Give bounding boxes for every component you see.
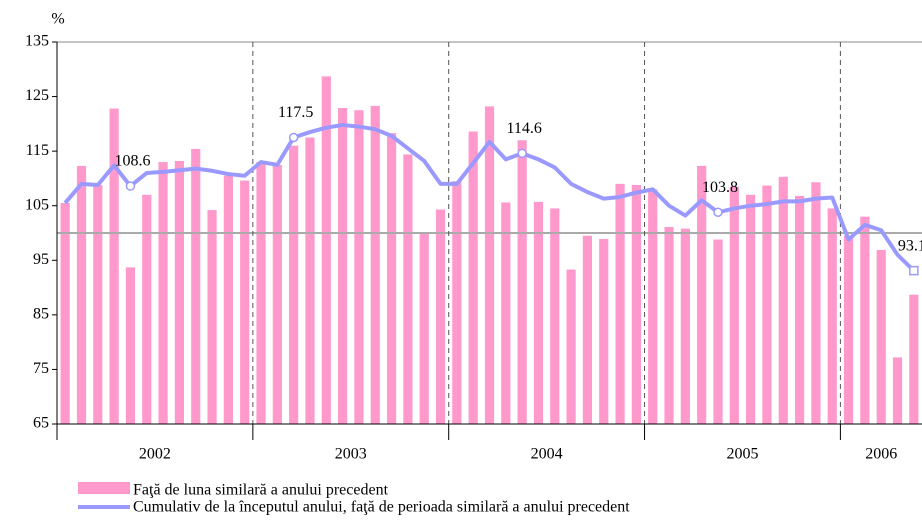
bar	[680, 228, 690, 424]
bar	[827, 208, 837, 424]
bar	[909, 294, 919, 424]
line-marker	[517, 148, 527, 159]
bar	[305, 137, 315, 424]
bar	[403, 154, 413, 424]
line-marker	[288, 132, 299, 143]
line-marker	[125, 181, 136, 191]
x-group-label: 2003	[335, 446, 367, 463]
bar	[419, 233, 429, 424]
bar	[484, 106, 495, 424]
bar	[778, 176, 788, 424]
line-marker	[909, 265, 919, 276]
bar	[501, 202, 511, 424]
y-tick-label: 135	[25, 33, 49, 50]
bar	[256, 162, 266, 425]
bar	[582, 235, 593, 424]
bar	[811, 182, 821, 424]
bar	[289, 145, 299, 424]
bar	[631, 184, 641, 424]
y-axis-label: %	[51, 11, 64, 28]
data-label: 117.5	[278, 104, 313, 121]
x-group-label: 2002	[139, 446, 171, 463]
bar	[860, 216, 870, 424]
bar	[713, 239, 723, 424]
y-tick-label: 115	[26, 142, 49, 159]
bar	[746, 194, 756, 424]
bar	[272, 164, 282, 425]
bar	[174, 160, 185, 425]
bar	[370, 105, 380, 424]
line	[63, 122, 916, 273]
y-tick-label: 125	[25, 87, 49, 104]
bar	[93, 184, 103, 424]
legend-label: Faţă de luna similară a anului precedent	[133, 482, 389, 499]
bar	[240, 180, 250, 424]
bar	[60, 202, 70, 424]
y-tick-label: 65	[33, 415, 49, 432]
data-label: 108.6	[114, 153, 150, 170]
x-group-label: 2005	[726, 446, 758, 463]
bar	[599, 239, 609, 424]
legend-swatch	[78, 482, 130, 494]
bar	[533, 201, 544, 424]
y-tick-label: 95	[33, 251, 49, 268]
bar	[729, 186, 739, 424]
bar	[566, 269, 576, 424]
bar	[648, 189, 658, 424]
bar	[354, 110, 364, 424]
bar	[109, 108, 119, 424]
legend-label: Cumulativ de la începutul anului, faţă d…	[133, 499, 630, 516]
bar	[468, 131, 478, 425]
x-group-label: 2004	[531, 446, 563, 463]
bar	[223, 175, 233, 424]
bar	[338, 108, 348, 424]
bar	[435, 209, 446, 424]
data-label: 114.6	[506, 120, 541, 137]
bar	[876, 249, 886, 424]
y-tick-label: 75	[33, 360, 49, 377]
bar	[615, 183, 625, 424]
bar	[892, 357, 903, 424]
bar	[794, 195, 805, 424]
line-marker	[713, 207, 723, 218]
x-group-label: 2006	[865, 446, 897, 463]
y-tick-label: 85	[33, 306, 49, 323]
bar	[843, 235, 854, 424]
bar	[125, 267, 136, 424]
bar	[550, 208, 560, 424]
bar	[158, 162, 168, 425]
bar	[762, 185, 772, 424]
bar	[207, 210, 217, 424]
bar	[664, 226, 674, 424]
bar	[76, 165, 87, 424]
bar	[386, 133, 397, 425]
data-label: 103.8	[702, 179, 738, 196]
bar	[321, 76, 331, 424]
y-tick-label: 105	[25, 196, 49, 213]
bar	[142, 194, 152, 424]
bar	[452, 181, 462, 424]
bar	[517, 140, 527, 424]
bar	[191, 148, 201, 424]
bar	[697, 165, 707, 424]
data-label: 93.1	[898, 237, 922, 254]
